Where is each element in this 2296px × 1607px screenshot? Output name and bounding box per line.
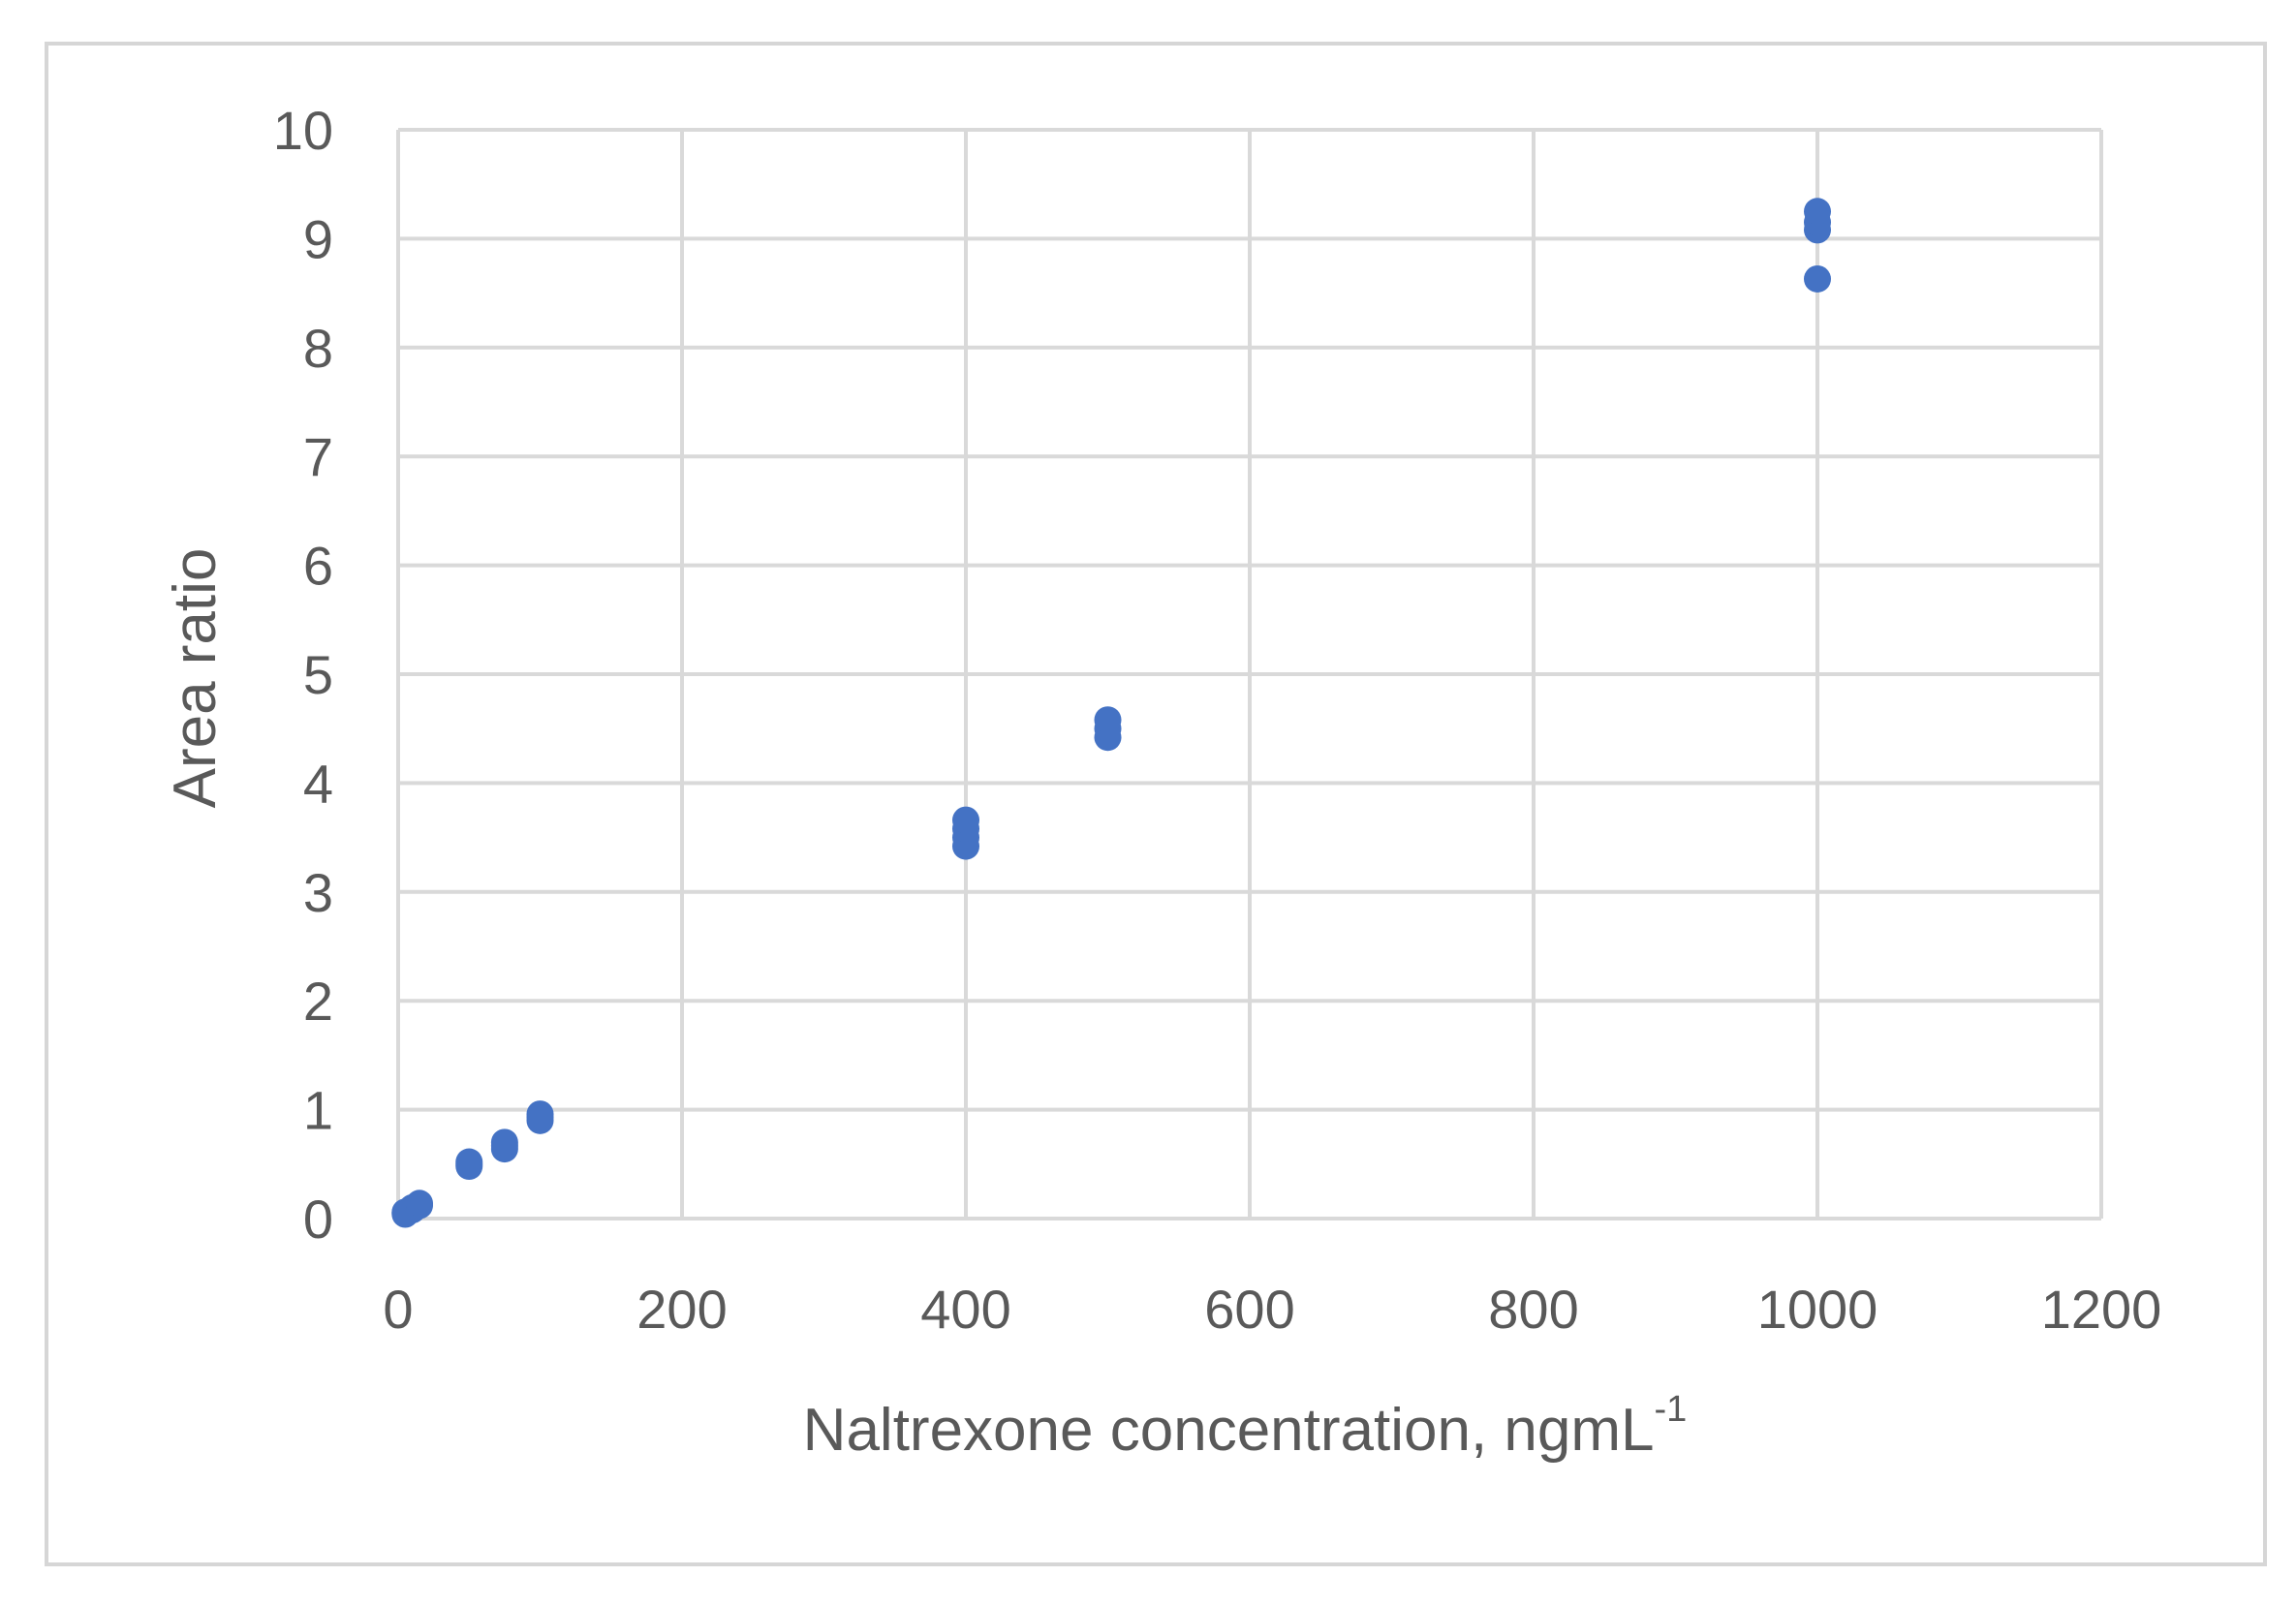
x-tick-label: 0 [383, 1279, 413, 1340]
y-tick-label: 5 [303, 644, 333, 705]
y-tick-label: 7 [303, 426, 333, 487]
data-point [455, 1148, 483, 1176]
x-axis-title: Naltrexone concentration, ngmL-1 [803, 1389, 1688, 1464]
x-axis-title-text: Naltrexone concentration, ngmL [803, 1397, 1655, 1464]
x-tick-label: 1000 [1757, 1279, 1878, 1340]
data-point [490, 1128, 518, 1157]
data-point [952, 806, 979, 834]
data-point [526, 1100, 554, 1128]
data-point [1804, 198, 1831, 226]
x-tick-label: 800 [1488, 1279, 1578, 1340]
y-tick-label: 6 [303, 536, 333, 597]
x-tick-label: 400 [920, 1279, 1010, 1340]
x-tick-label: 1200 [2041, 1279, 2162, 1340]
gridlines [396, 128, 2103, 1221]
data-points [391, 198, 1831, 1228]
y-tick-label: 2 [303, 971, 333, 1032]
y-tick-label: 1 [303, 1080, 333, 1141]
y-tick-label: 10 [273, 100, 333, 161]
chart-frame [45, 42, 2267, 1566]
y-axis-ticks: 0 1 2 3 4 5 6 7 8 9 10 [273, 100, 333, 1250]
x-tick-label: 200 [636, 1279, 727, 1340]
x-tick-label: 600 [1204, 1279, 1294, 1340]
x-axis-ticks: 0 200 400 600 800 1000 1200 [383, 1279, 2161, 1340]
y-tick-label: 3 [303, 862, 333, 923]
x-axis-title-superscript: -1 [1655, 1389, 1688, 1430]
y-tick-label: 4 [303, 753, 333, 814]
y-tick-label: 8 [303, 318, 333, 379]
data-point [405, 1190, 433, 1218]
data-point [1804, 264, 1831, 293]
data-point [1094, 706, 1122, 734]
y-tick-label: 0 [303, 1189, 333, 1250]
y-axis-title: Area ratio [162, 548, 229, 809]
y-tick-label: 9 [303, 208, 333, 269]
